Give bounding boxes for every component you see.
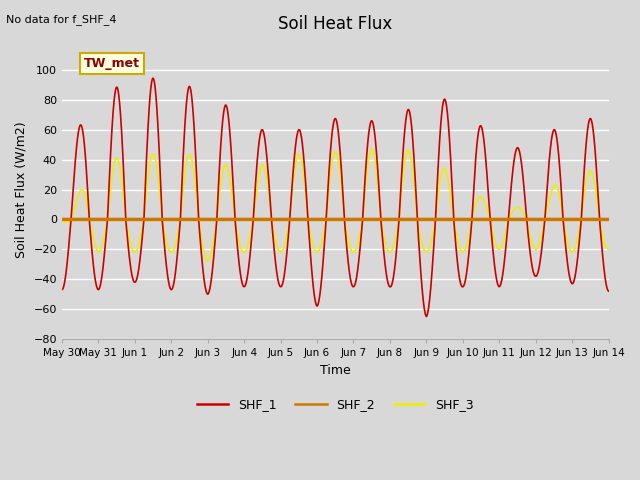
Title: Soil Heat Flux: Soil Heat Flux [278,15,392,33]
Text: TW_met: TW_met [84,57,140,70]
Text: No data for f_SHF_4: No data for f_SHF_4 [6,14,117,25]
Y-axis label: Soil Heat Flux (W/m2): Soil Heat Flux (W/m2) [15,121,28,258]
Legend: SHF_1, SHF_2, SHF_3: SHF_1, SHF_2, SHF_3 [192,394,479,416]
X-axis label: Time: Time [320,363,351,376]
